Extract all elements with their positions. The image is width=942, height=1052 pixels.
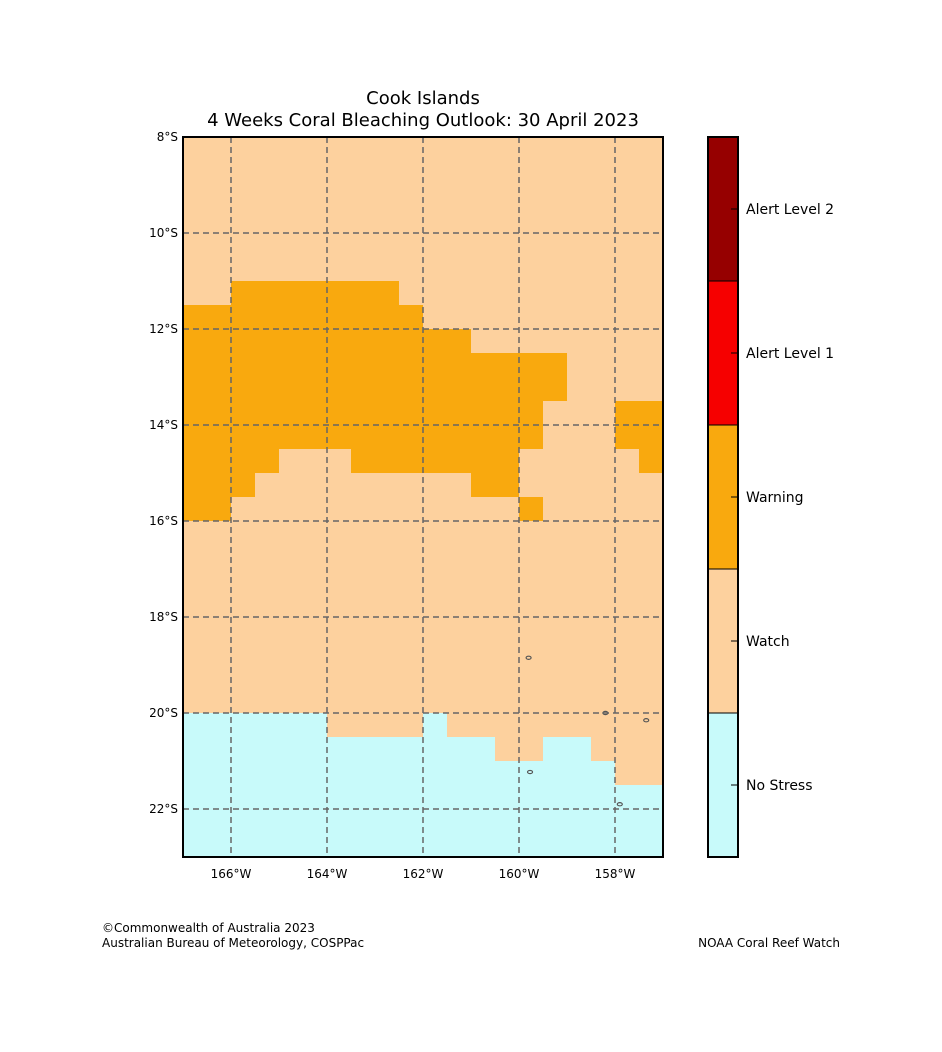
warning-cell-block <box>183 353 567 401</box>
longitude-tick-label: 160°W <box>499 867 540 881</box>
warning-cell-block <box>471 473 519 497</box>
latitude-tick-label: 14°S <box>149 418 178 432</box>
map-title: Cook Islands <box>366 88 480 109</box>
no-stress-cell-block <box>183 737 495 761</box>
copyright-credit: ©Commonwealth of Australia 2023 Australi… <box>102 921 364 951</box>
latitude-tick-label: 12°S <box>149 322 178 336</box>
legend-frame <box>707 136 739 858</box>
warning-cell-block <box>519 497 543 521</box>
legend-label: Alert Level 1 <box>746 346 834 362</box>
map-frame <box>182 136 664 858</box>
latitude-tick-label: 20°S <box>149 706 178 720</box>
no-stress-cell-block <box>183 713 327 737</box>
island-marker <box>643 718 650 723</box>
warning-cell-block <box>231 281 399 305</box>
warning-cell-block <box>639 449 663 473</box>
no-stress-cell-block <box>423 713 447 737</box>
warning-cell-block <box>183 305 423 329</box>
warning-cell-block <box>351 449 519 473</box>
longitude-tick-label: 164°W <box>307 867 348 881</box>
latitude-tick-label: 10°S <box>149 226 178 240</box>
map-area: 8°S 10°S 12°S 14°S 16°S 18°S 20°S 22°S 166°W 164°… <box>149 130 664 881</box>
longitude-tick-label: 162°W <box>403 867 444 881</box>
island-marker <box>526 769 534 775</box>
latitude-tick-label: 22°S <box>149 802 178 816</box>
island-marker <box>525 655 532 661</box>
legend-label: Alert Level 2 <box>746 202 834 218</box>
legend-label: Watch <box>746 634 790 650</box>
latitude-tick-label: 18°S <box>149 610 178 624</box>
longitude-tick-label: 158°W <box>595 867 636 881</box>
warning-cell-block <box>183 473 255 497</box>
longitude-tick-label: 166°W <box>211 867 252 881</box>
agency-line: Australian Bureau of Meteorology, COSPPa… <box>102 936 365 950</box>
no-stress-cell-block <box>183 761 615 785</box>
latitude-tick-label: 8°S <box>157 130 178 144</box>
warning-cell-block <box>183 497 231 521</box>
island-marker <box>616 802 623 807</box>
map-subtitle: 4 Weeks Coral Bleaching Outlook: 30 Apri… <box>207 110 639 131</box>
colorbar-legend: Alert Level 2 Alert Level 1 Warning Watch No… <box>707 136 834 858</box>
no-stress-cell-block <box>543 737 591 761</box>
copyright-line: ©Commonwealth of Australia 2023 <box>102 921 315 935</box>
latitude-tick-label: 16°S <box>149 514 178 528</box>
noaa-credit: NOAA Coral Reef Watch <box>698 936 840 950</box>
legend-label: Warning <box>746 490 804 506</box>
legend-label: No Stress <box>746 778 813 794</box>
